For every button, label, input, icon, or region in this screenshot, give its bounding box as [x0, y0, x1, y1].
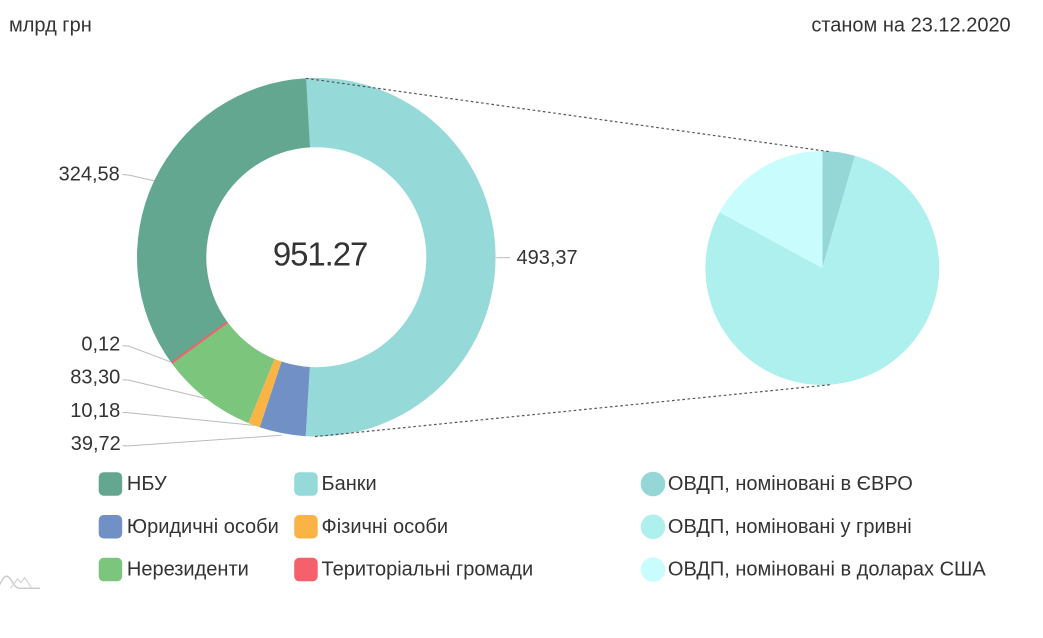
- svg-text:951.27: 951.27: [273, 236, 367, 273]
- svg-text:10,18: 10,18: [70, 400, 120, 422]
- svg-text:Нерезиденти: Нерезиденти: [127, 559, 249, 581]
- svg-text:ОВДП, номіновані у гривні: ОВДП, номіновані у гривні: [668, 516, 912, 538]
- svg-text:83,30: 83,30: [70, 367, 120, 389]
- svg-text:НБУ: НБУ: [127, 473, 167, 495]
- svg-text:ОВДП, номіновані в доларах США: ОВДП, номіновані в доларах США: [668, 559, 986, 581]
- svg-text:станом на 23.12.2020: станом на 23.12.2020: [811, 15, 1010, 37]
- svg-text:493,37: 493,37: [517, 247, 578, 269]
- svg-text:39,72: 39,72: [71, 433, 121, 455]
- svg-text:млрд грн: млрд грн: [9, 15, 92, 37]
- svg-text:324,58: 324,58: [59, 163, 120, 185]
- svg-text:ОВДП, номіновані в ЄВРО: ОВДП, номіновані в ЄВРО: [668, 473, 913, 495]
- svg-text:Юридичні особи: Юридичні особи: [127, 516, 279, 538]
- svg-text:0,12: 0,12: [81, 333, 120, 355]
- svg-text:Фізичні особи: Фізичні особи: [322, 516, 449, 538]
- svg-text:Територіальні громади: Територіальні громади: [322, 559, 534, 581]
- svg-text:Банки: Банки: [322, 473, 377, 495]
